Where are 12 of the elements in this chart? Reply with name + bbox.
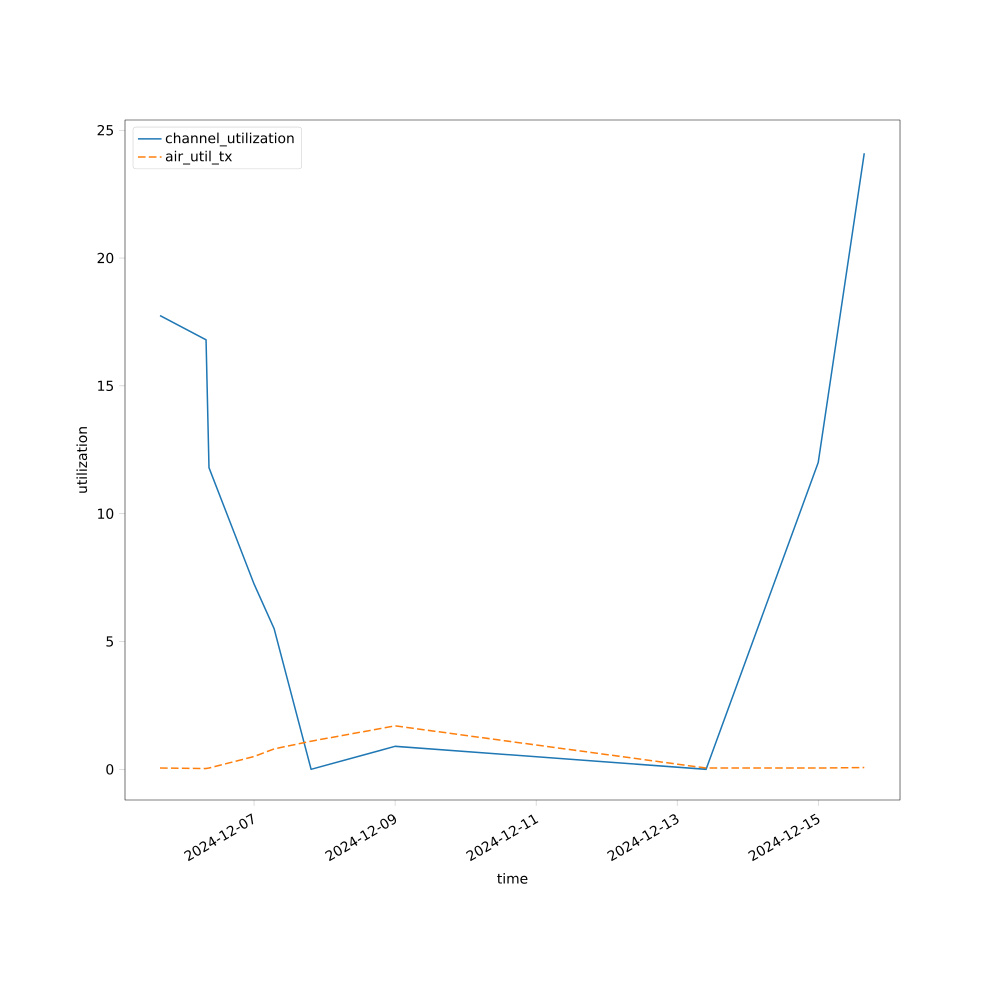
y-tick-label: 20 (98, 252, 114, 264)
legend-label: air_util_tx (166, 150, 232, 164)
y-axis-title: utilization (76, 427, 88, 493)
line-series (159, 152, 866, 770)
line-series (159, 725, 866, 770)
y-tick-label: 25 (98, 124, 113, 136)
y-tick-label: 10 (98, 508, 114, 519)
y-tick-label: 5 (106, 636, 113, 647)
y-tick-label: 15 (98, 380, 113, 391)
legend-label: channel_utilization (166, 132, 294, 146)
y-tick-label: 0 (106, 764, 114, 775)
x-axis-title: time (497, 873, 528, 884)
